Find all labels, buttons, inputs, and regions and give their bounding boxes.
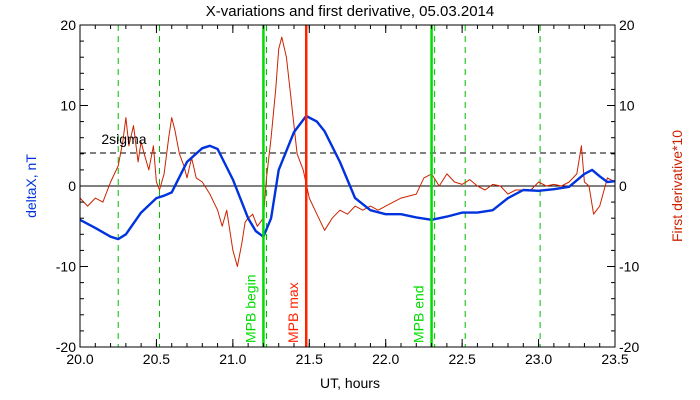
y-tick-label-right: -20 <box>619 339 639 355</box>
y-tick-label-left: 10 <box>60 98 76 114</box>
x-tick-label: 23.0 <box>525 351 552 367</box>
y-tick-label-right: 20 <box>619 17 635 33</box>
threshold-label: 2sigma <box>101 131 146 147</box>
y-tick-label-right: 10 <box>619 98 635 114</box>
x-axis-label: UT, hours <box>320 375 380 391</box>
y-tick-label-left: -20 <box>56 339 76 355</box>
y-tick-label-left: 0 <box>68 178 76 194</box>
x-tick-label: 21.0 <box>219 351 246 367</box>
x-tick-label: 22.5 <box>449 351 476 367</box>
event-label: MPB begin <box>242 275 258 343</box>
y-tick-label-right: 0 <box>619 178 627 194</box>
y-tick-label-right: -10 <box>619 259 639 275</box>
x-tick-label: 23.5 <box>601 351 628 367</box>
x-tick-label: 20.5 <box>143 351 170 367</box>
x-tick-label: 22.0 <box>372 351 399 367</box>
series-line-derivative <box>79 36 616 267</box>
x-tick-label: 20.0 <box>66 351 93 367</box>
x-tick-label: 21.5 <box>296 351 323 367</box>
y-axis-label-right: First derivative*10 <box>669 130 685 242</box>
event-label: MPB end <box>411 285 427 343</box>
y-tick-label-left: -10 <box>56 259 76 275</box>
y-tick-label-left: 20 <box>60 17 76 33</box>
event-label: MPB max <box>285 282 301 343</box>
series-line-deltax <box>79 114 616 241</box>
chart-title: X-variations and first derivative, 05.03… <box>206 3 495 20</box>
y-axis-label-left: deltaX, nT <box>23 154 39 218</box>
plot-area: MPB begin MPB max MPB end 20.0 20.5 21.0 21.5 2… <box>56 17 640 367</box>
